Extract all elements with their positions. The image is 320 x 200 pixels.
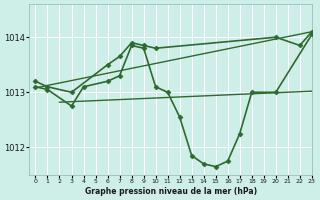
X-axis label: Graphe pression niveau de la mer (hPa): Graphe pression niveau de la mer (hPa) <box>84 187 257 196</box>
